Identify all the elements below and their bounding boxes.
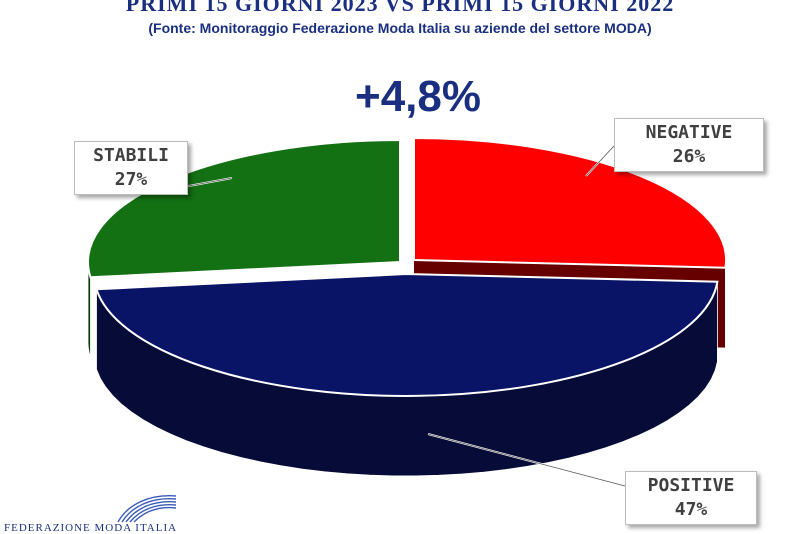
slice-value-positive: 47% — [674, 499, 708, 520]
logo-text: FEDERAZIONE MODA ITALIA — [4, 522, 178, 534]
data-label-negative: NEGATIVE 26% — [614, 118, 764, 172]
headline-variation: +4,8% — [355, 72, 481, 121]
pie-slice-negative — [413, 136, 727, 269]
slice-value-stabili: 27% — [114, 169, 148, 190]
slice-label-positive: POSITIVE — [647, 475, 735, 496]
federazione-logo — [117, 495, 177, 523]
chart-subtitle: (Fonte: Monitoraggio Federazione Moda It… — [148, 20, 652, 36]
slice-label-negative: NEGATIVE — [645, 122, 733, 143]
slice-value-negative: 26% — [672, 146, 706, 167]
pie-side-negative — [725, 260, 727, 348]
leader-line-positive-stroke — [427, 433, 626, 487]
data-label-positive: POSITIVE 47% — [625, 471, 757, 525]
data-label-stabili: STABILI 27% — [74, 141, 188, 195]
slice-label-stabili: STABILI — [93, 145, 169, 166]
leader-line-negative-stroke — [585, 145, 615, 177]
pie-slice-positive — [95, 272, 719, 397]
chart-title: PRIMI 15 GIORNI 2023 VS PRIMI 15 GIORNI … — [125, 0, 675, 16]
